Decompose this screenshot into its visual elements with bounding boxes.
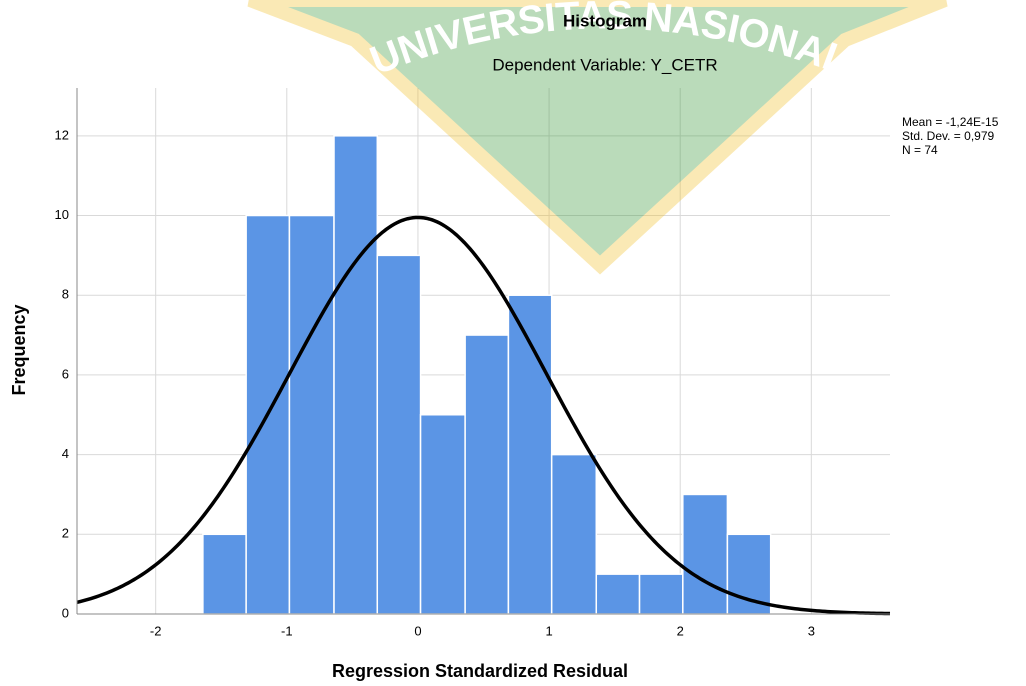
y-tick-label: 6 [62,366,69,381]
stats-label: Mean = -1,24E-15 [902,115,999,129]
x-tick-label: 3 [808,623,815,638]
normal-curve [76,215,891,616]
bar [595,573,641,615]
plot-area [76,88,891,616]
bar [419,414,466,615]
y-tick-label: 8 [62,287,69,302]
bar [333,135,379,615]
y-tick-label: 2 [62,526,69,541]
bar [682,493,729,615]
x-tick-label: -2 [150,623,162,638]
x-tick-label: 0 [414,623,421,638]
y-tick-label: 4 [62,446,69,461]
chart-title: Histogram [563,11,647,30]
bar [376,254,422,615]
bar [288,214,335,615]
watermark-shield [247,0,948,275]
x-tick-label: -1 [281,623,293,638]
stats-label: N = 74 [902,143,938,157]
bar [464,334,510,615]
x-axis-label: Regression Standardized Residual [332,661,628,681]
bar [202,533,247,615]
watermark: UNIVERSITAS NASIONAL [247,0,948,275]
bar [550,453,598,615]
y-tick-label: 0 [62,605,69,620]
chart-subtitle: Dependent Variable: Y_CETR [492,55,717,74]
y-tick-label: 12 [55,127,69,142]
x-tick-label: 2 [677,623,684,638]
stats-label: Std. Dev. = 0,979 [902,129,994,143]
bar [638,573,684,615]
y-tick-label: 10 [55,207,69,222]
x-tick-label: 1 [545,623,552,638]
y-axis-label: Frequency [9,304,29,395]
